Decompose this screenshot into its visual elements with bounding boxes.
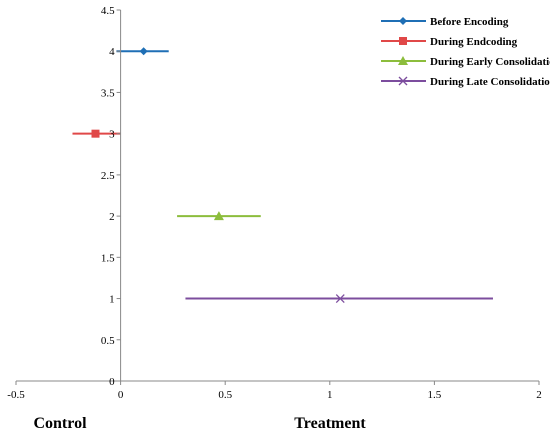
- series-1-point: [139, 47, 148, 56]
- x-tick-label: 1: [327, 389, 333, 401]
- x-tick-label: 1.5: [428, 389, 442, 401]
- legend-label-4: During Late Consolidation: [430, 76, 550, 88]
- y-tick-label: 4: [109, 46, 115, 58]
- axes: 0 0.5 1 1.5 2 2.5 3 3.5 4 4.5 -0.5 0 0.5 1 1.5 2: [7, 5, 541, 401]
- legend-marker-3: [398, 56, 408, 65]
- marker-x-stroke: [398, 76, 408, 86]
- y-tick-label: 3: [109, 129, 115, 141]
- y-tick-label: 2: [109, 211, 115, 223]
- series-4-point: [335, 294, 345, 304]
- y-tick-label: 0.5: [101, 335, 115, 347]
- legend-label-3: During Early Consolidation: [430, 56, 550, 68]
- y-tick-label: 4.5: [101, 5, 115, 17]
- series-3-point: [213, 211, 224, 221]
- x-tick-label: 0: [118, 389, 124, 401]
- y-tick-label: 3.5: [101, 87, 115, 99]
- category-label-control: Control: [33, 415, 87, 432]
- y-tick-label: 2.5: [101, 170, 115, 182]
- y-tick-label: 1.5: [101, 252, 115, 264]
- legend: Before Encoding During Endcoding During Ea…: [381, 16, 550, 88]
- legend-marker-4: [398, 76, 408, 86]
- legend-label-2: During Endcoding: [430, 36, 518, 48]
- category-label-treatment: Treatment: [294, 415, 366, 432]
- series-2-point: [91, 129, 100, 138]
- y-tick-label: 1: [109, 294, 115, 306]
- legend-label-1: Before Encoding: [430, 16, 509, 28]
- marker-x-stroke: [335, 294, 345, 304]
- x-tick-label: -0.5: [7, 389, 25, 401]
- y-tick-label: 0: [109, 376, 115, 388]
- legend-marker-1: [399, 17, 407, 25]
- x-tick-label: 2: [536, 389, 542, 401]
- legend-marker-2: [399, 37, 407, 45]
- category-labels: Control Treatment: [33, 415, 366, 432]
- x-tick-label: 0.5: [218, 389, 232, 401]
- plot-area: [72, 47, 493, 304]
